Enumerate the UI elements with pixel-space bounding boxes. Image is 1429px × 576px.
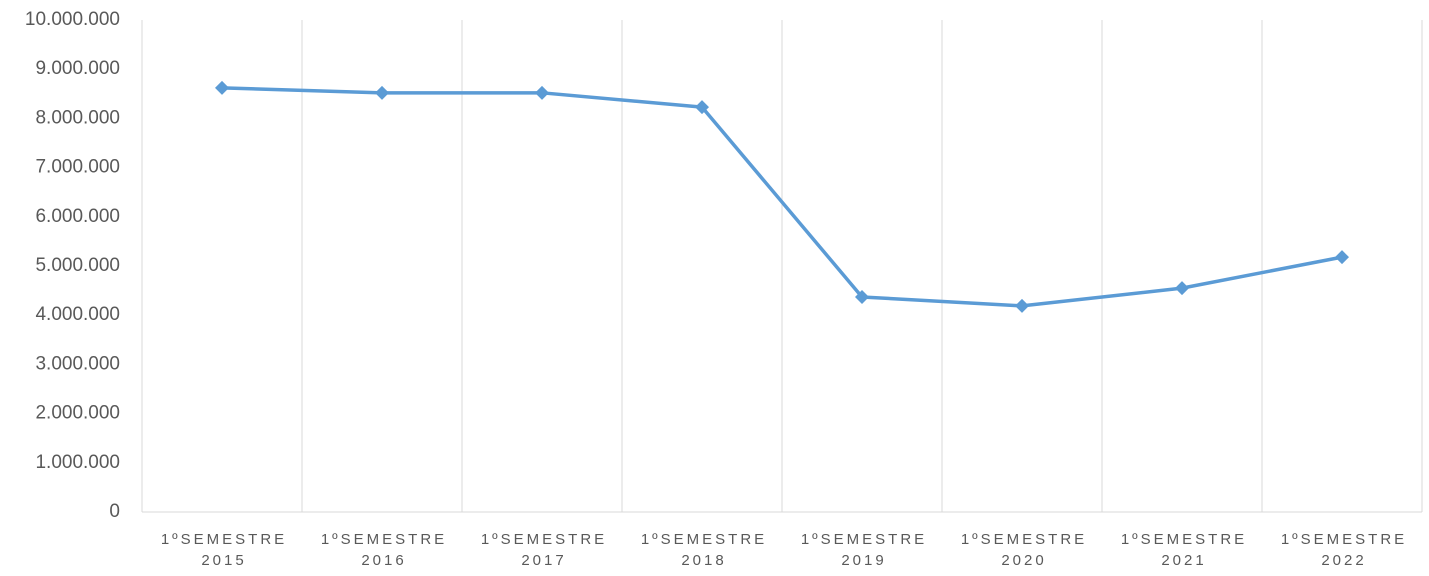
x-tick-label: 1ºSEMESTRE 2015: [160, 531, 288, 569]
y-tick-label: 5.000.000: [35, 255, 120, 276]
data-point: [855, 289, 869, 304]
y-tick-label: 10.000.000: [25, 9, 120, 30]
y-tick-label: 0: [109, 501, 120, 522]
y-tick-label: 6.000.000: [35, 206, 120, 227]
data-point: [695, 100, 709, 115]
data-point: [215, 80, 229, 95]
x-tick-label: 1ºSEMESTRE 2018: [640, 531, 768, 569]
x-tick-label: 1ºSEMESTRE 2022: [1280, 531, 1408, 569]
series-line: [221, 86, 1343, 308]
data-point: [1175, 281, 1189, 296]
data-point: [1335, 250, 1349, 265]
y-tick-label: 8.000.000: [35, 107, 120, 128]
y-tick-label: 1.000.000: [35, 452, 120, 473]
y-tick-label: 2.000.000: [35, 403, 120, 424]
y-tick-label: 9.000.000: [35, 58, 120, 79]
y-tick-label: 4.000.000: [35, 304, 120, 325]
y-tick-label: 7.000.000: [35, 157, 120, 178]
data-point: [375, 85, 389, 100]
x-tick-label: 1ºSEMESTRE 2021: [1120, 531, 1248, 569]
y-tick-label: 3.000.000: [35, 353, 120, 374]
x-tick-label: 1ºSEMESTRE 2017: [480, 531, 608, 569]
x-tick-label: 1ºSEMESTRE 2019: [800, 531, 928, 569]
data-point: [535, 85, 549, 100]
x-tick-label: 1ºSEMESTRE 2016: [320, 531, 448, 569]
x-tick-label: 1ºSEMESTRE 2020: [960, 531, 1088, 569]
data-point: [1015, 298, 1029, 313]
